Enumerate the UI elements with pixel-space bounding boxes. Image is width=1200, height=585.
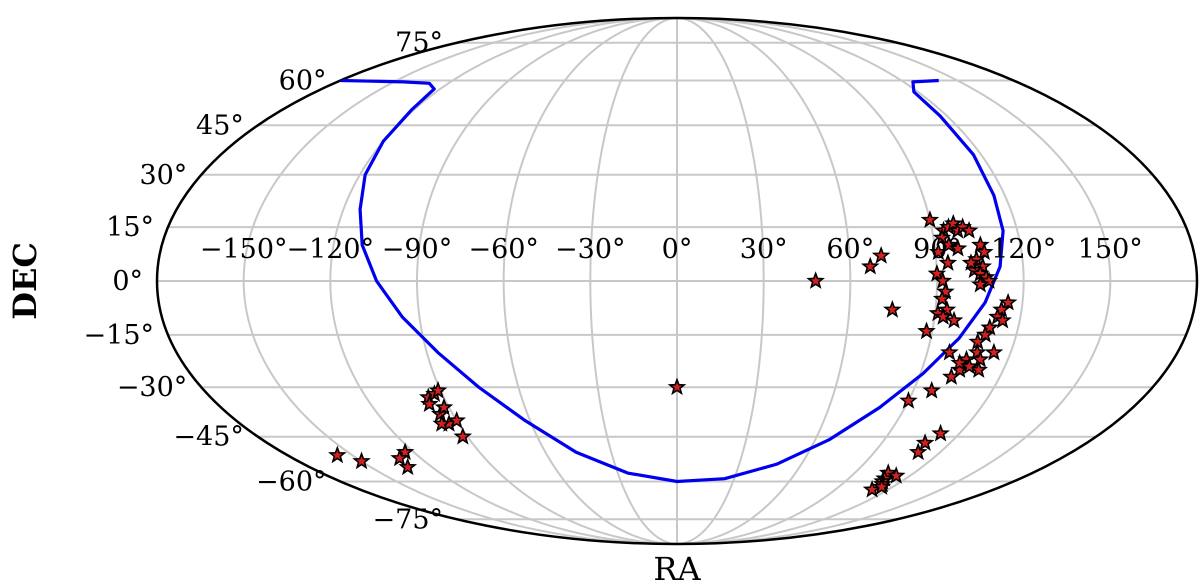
star-point bbox=[447, 410, 466, 429]
star-point bbox=[967, 342, 987, 361]
star-point bbox=[899, 391, 918, 409]
star-point bbox=[932, 228, 952, 246]
meridian-gridline bbox=[589, 18, 678, 544]
dec-tick-label: 60° bbox=[279, 66, 327, 97]
star-point bbox=[920, 210, 940, 228]
star-point bbox=[959, 356, 979, 375]
star-point bbox=[428, 380, 448, 399]
star-point bbox=[984, 342, 1004, 361]
star-point bbox=[993, 310, 1012, 329]
ra-tick-label: 30° bbox=[740, 234, 788, 265]
ra-tick-label: 120° bbox=[991, 234, 1056, 265]
grid-lines bbox=[157, 18, 1197, 544]
star-point bbox=[883, 300, 902, 318]
star-point bbox=[939, 235, 959, 253]
star-point bbox=[398, 457, 418, 476]
star-point bbox=[975, 325, 995, 343]
star-point bbox=[917, 321, 936, 340]
star-point bbox=[979, 271, 999, 289]
star-point bbox=[420, 394, 439, 413]
star-point bbox=[806, 271, 825, 289]
ra-tick-label: −120° bbox=[286, 234, 374, 265]
star-point bbox=[908, 442, 928, 461]
star-point bbox=[980, 317, 1000, 336]
star-point bbox=[938, 253, 958, 271]
star-point bbox=[390, 448, 409, 467]
star-point bbox=[933, 307, 953, 325]
dec-tick-label: −45° bbox=[173, 422, 243, 453]
star-point bbox=[860, 256, 880, 275]
dec-tick-label: −30° bbox=[117, 372, 187, 403]
star-point bbox=[453, 426, 473, 445]
dec-tick-label: 30° bbox=[139, 160, 187, 191]
star-point bbox=[667, 377, 687, 396]
ra-tick-label: −60° bbox=[468, 234, 538, 265]
star-point bbox=[942, 367, 961, 385]
dec-tick-label: −60° bbox=[256, 467, 326, 498]
ra-tick-label: 150° bbox=[1078, 234, 1143, 265]
x-axis-label: RA bbox=[653, 550, 701, 585]
y-axis-label: DEC bbox=[6, 242, 44, 320]
meridian-gridline bbox=[676, 18, 939, 544]
ra-tick-label: −150° bbox=[200, 234, 288, 265]
meridian-gridline bbox=[676, 18, 852, 544]
star-point bbox=[922, 380, 942, 399]
dec-tick-label: −15° bbox=[84, 320, 154, 351]
star-point bbox=[328, 445, 347, 464]
star-point bbox=[944, 310, 964, 329]
star-point bbox=[434, 397, 454, 416]
projection-outline bbox=[155, 16, 1199, 546]
dec-tick-label: 45° bbox=[196, 110, 244, 141]
ra-tick-label: −90° bbox=[382, 234, 452, 265]
ra-tick-label: 90° bbox=[913, 234, 961, 265]
meridian-gridline bbox=[415, 18, 678, 544]
star-point bbox=[352, 451, 371, 470]
star-point bbox=[933, 271, 953, 289]
boundary-curve bbox=[340, 78, 1005, 484]
ra-tick-label: 60° bbox=[826, 234, 874, 265]
star-point bbox=[950, 353, 970, 371]
meridian-gridline bbox=[502, 18, 678, 544]
star-point bbox=[927, 264, 947, 282]
star-point bbox=[959, 220, 979, 239]
dec-tick-labels: 75° 60° 45° 30° 15° 0° −15° −30° −45° −60° −75° bbox=[84, 28, 443, 536]
star-point bbox=[961, 253, 981, 271]
meridian-gridline bbox=[676, 18, 765, 544]
meridian-gridline bbox=[329, 18, 678, 544]
star-point bbox=[992, 300, 1011, 318]
dec-tick-label: −75° bbox=[373, 504, 443, 535]
dec-tick-label: 75° bbox=[395, 28, 443, 59]
star-point bbox=[973, 256, 993, 275]
star-point bbox=[950, 360, 970, 378]
star-point bbox=[974, 242, 994, 261]
star-point bbox=[937, 300, 957, 318]
star-point bbox=[970, 274, 990, 293]
star-point bbox=[871, 246, 891, 264]
dec-tick-label: 15° bbox=[106, 212, 154, 243]
star-point bbox=[970, 349, 990, 368]
ra-tick-label: 0° bbox=[662, 234, 693, 265]
star-point bbox=[915, 433, 935, 451]
star-point bbox=[971, 235, 990, 253]
dec-tick-label: 0° bbox=[112, 266, 143, 297]
boundary-curve-layer bbox=[340, 78, 1005, 484]
star-points-layer bbox=[328, 210, 1018, 498]
star-point bbox=[872, 477, 892, 495]
star-point bbox=[948, 238, 968, 257]
ra-tick-labels: −150°−120° −90° −60° −30° 0° 30° 60° 90° 120° 150… bbox=[200, 234, 1143, 265]
ra-tick-label: −30° bbox=[555, 234, 625, 265]
star-point bbox=[943, 213, 963, 232]
star-point bbox=[432, 414, 452, 432]
star-point bbox=[940, 342, 959, 361]
meridian-gridline bbox=[676, 18, 1112, 544]
star-point bbox=[932, 289, 952, 307]
star-point bbox=[936, 282, 955, 300]
star-point bbox=[931, 423, 950, 442]
star-point bbox=[998, 292, 1018, 311]
star-point bbox=[886, 466, 906, 484]
star-point bbox=[928, 242, 948, 261]
